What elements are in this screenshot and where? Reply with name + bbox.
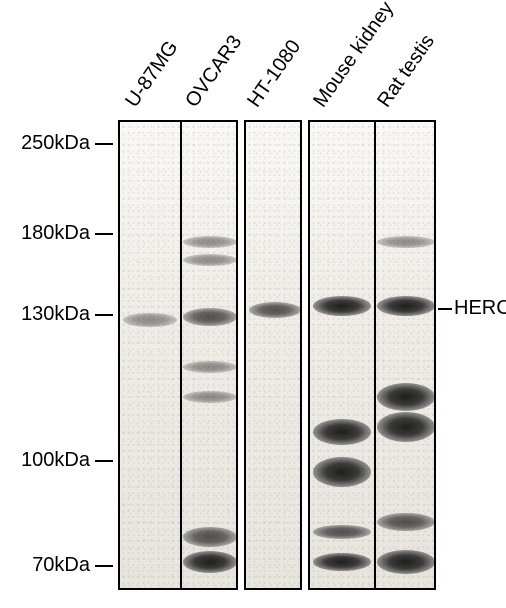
mw-tick [95, 565, 113, 567]
target-tick [438, 308, 452, 310]
mw-tick [95, 233, 113, 235]
blot-band [377, 236, 435, 248]
lane-label: U-87MG [121, 37, 183, 112]
blot-band [377, 550, 435, 574]
blot-band [183, 391, 237, 403]
blot-band [377, 513, 435, 531]
lane-separator [180, 122, 182, 588]
mw-label: 250kDa [0, 132, 90, 155]
lane-label: HT-1080 [243, 36, 306, 112]
blot-band [377, 412, 435, 442]
blot-band [313, 419, 371, 445]
blot-band [249, 302, 301, 318]
western-blot-figure: U-87MG OVCAR3 HT-1080 Mouse kidney Rat t… [0, 0, 506, 608]
blot-band [313, 296, 371, 316]
blot-band [313, 525, 371, 539]
blot-band [183, 236, 237, 248]
blot-band [313, 553, 371, 571]
blot-band [123, 313, 177, 327]
blot-band [313, 457, 371, 487]
blot-band [183, 361, 237, 373]
blot-band [183, 254, 237, 266]
lane-label: Rat testis [373, 31, 440, 112]
membrane-group-2 [244, 120, 302, 590]
mw-label: 100kDa [0, 449, 90, 472]
blot-band [183, 527, 237, 547]
membrane-group-1 [118, 120, 238, 590]
mw-label: 130kDa [0, 303, 90, 326]
mw-tick [95, 143, 113, 145]
blot-band [183, 308, 237, 326]
lane-separator [374, 122, 376, 588]
blot-area [118, 120, 436, 590]
target-label: HERC5 [454, 297, 506, 320]
film-grain [120, 122, 236, 588]
membrane-group-3 [308, 120, 436, 590]
mw-tick [95, 460, 113, 462]
mw-tick [95, 314, 113, 316]
mw-label: 70kDa [0, 554, 90, 577]
film-grain [246, 122, 300, 588]
blot-band [183, 551, 237, 573]
lane-label: OVCAR3 [181, 31, 247, 112]
blot-band [377, 383, 435, 411]
blot-band [377, 296, 435, 316]
mw-label: 180kDa [0, 222, 90, 245]
